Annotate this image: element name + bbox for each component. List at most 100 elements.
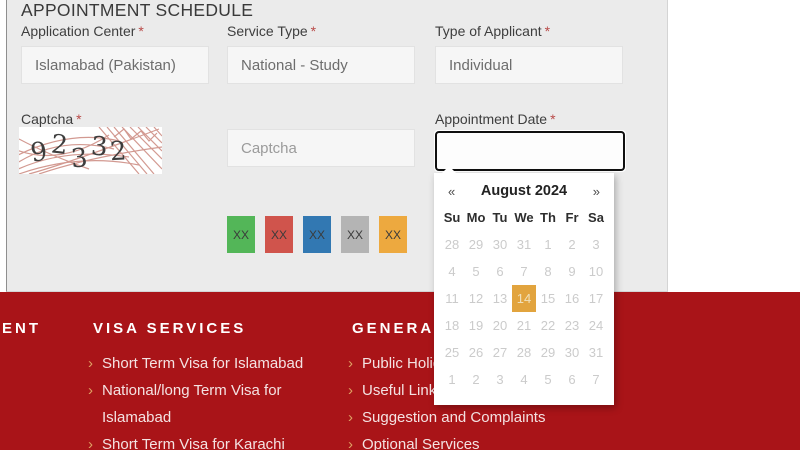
type-of-applicant-label: Type of Applicant *: [435, 23, 551, 39]
calendar-day[interactable]: 8: [544, 264, 552, 279]
prev-month-button[interactable]: «: [448, 183, 456, 199]
calendar-day[interactable]: 1: [544, 237, 552, 252]
calendar-day[interactable]: 6: [568, 372, 576, 387]
required-asterisk: *: [544, 23, 551, 39]
chevron-right-icon: ›: [348, 409, 353, 426]
page-title: APPOINTMENT SCHEDULE: [21, 0, 254, 20]
calendar-day[interactable]: 13: [492, 291, 508, 306]
calendar-week: 4 5 6 7 8 9 10: [440, 258, 608, 285]
footer-link-optional-services[interactable]: › Optional Services: [348, 431, 628, 450]
calendar-day[interactable]: 11: [445, 291, 459, 306]
calendar-day[interactable]: 31: [588, 345, 604, 360]
datepicker-header: « August 2024 »: [440, 179, 608, 201]
calendar-day[interactable]: 5: [472, 264, 480, 279]
day-name: Th: [540, 210, 556, 225]
footer-general-links: › Public Holidays › Useful Links › Sugge…: [348, 350, 628, 450]
footer-visa-services-links: › Short Term Visa for Islamabad › Nation…: [88, 350, 313, 450]
footer-link-national-long-term-visa-islamabad[interactable]: › National/long Term Visa for Islamabad: [88, 377, 313, 431]
availability-legend: XX XX XX XX XX: [227, 216, 407, 253]
day-name: Sa: [588, 210, 604, 225]
captcha-digit: 2: [50, 129, 70, 161]
calendar-day[interactable]: 2: [568, 237, 576, 252]
appointment-date-input[interactable]: [434, 130, 626, 172]
chevron-right-icon: ›: [88, 436, 93, 450]
chevron-right-icon: ›: [88, 355, 93, 372]
site-footer: ENT VISA SERVICES › Short Term Visa for …: [0, 292, 800, 450]
required-asterisk: *: [76, 111, 82, 127]
application-center-value: Islamabad (Pakistan): [35, 56, 176, 74]
calendar-day[interactable]: 16: [564, 291, 580, 306]
type-of-applicant-select[interactable]: Individual: [435, 46, 623, 84]
legend-box-green: XX: [227, 216, 255, 253]
legend-box-red: XX: [265, 216, 293, 253]
calendar-day[interactable]: 29: [540, 345, 556, 360]
captcha-label: Captcha *: [21, 111, 82, 127]
calendar-day[interactable]: 7: [592, 372, 600, 387]
calendar-day[interactable]: 27: [492, 345, 508, 360]
application-center-select[interactable]: Islamabad (Pakistan): [21, 46, 209, 84]
calendar-day[interactable]: 7: [520, 264, 528, 279]
day-name: Tu: [492, 210, 508, 225]
calendar-day[interactable]: 30: [564, 345, 580, 360]
type-of-applicant-value: Individual: [449, 56, 513, 74]
service-type-select[interactable]: National - Study: [227, 46, 415, 84]
calendar-day[interactable]: 22: [540, 318, 556, 333]
calendar-week: 11 12 13 14 15 16 17: [440, 285, 608, 312]
calendar-day[interactable]: 2: [472, 372, 480, 387]
calendar-day[interactable]: 29: [468, 237, 484, 252]
calendar-day[interactable]: 23: [564, 318, 580, 333]
calendar-day[interactable]: 3: [592, 237, 600, 252]
service-type-value: National - Study: [241, 56, 348, 74]
calendar-day[interactable]: 26: [468, 345, 484, 360]
calendar-day[interactable]: 17: [588, 291, 604, 306]
chevron-right-icon: ›: [348, 382, 353, 399]
footer-link-short-term-visa-karachi[interactable]: › Short Term Visa for Karachi: [88, 431, 313, 450]
calendar-day[interactable]: 9: [568, 264, 576, 279]
calendar-day[interactable]: 20: [492, 318, 508, 333]
calendar-day[interactable]: 3: [496, 372, 504, 387]
captcha-image: 9 2 3 3 2: [19, 127, 162, 174]
calendar-week: 18 19 20 21 22 23 24: [440, 312, 608, 339]
footer-heading-visa-services: VISA SERVICES: [93, 320, 247, 337]
calendar-day[interactable]: 1: [448, 372, 456, 387]
service-type-label: Service Type *: [227, 23, 317, 39]
calendar-day[interactable]: 4: [448, 264, 456, 279]
next-month-button[interactable]: »: [592, 183, 600, 199]
captcha-input[interactable]: [227, 129, 415, 167]
calendar-day[interactable]: 19: [468, 318, 484, 333]
calendar-day[interactable]: 6: [496, 264, 504, 279]
datepicker-grid: 28 29 30 31 1 2 3 4 5 6 7 8 9 10 11 12 1…: [440, 231, 608, 393]
calendar-day[interactable]: 12: [468, 291, 484, 306]
footer-link-short-term-visa-islamabad[interactable]: › Short Term Visa for Islamabad: [88, 350, 313, 377]
required-asterisk: *: [138, 23, 144, 39]
calendar-day[interactable]: 10: [588, 264, 604, 279]
captcha-digit: 3: [90, 132, 109, 163]
day-name: Mo: [466, 210, 486, 225]
calendar-day[interactable]: 31: [516, 237, 532, 252]
datepicker-day-names: Su Mo Tu We Th Fr Sa: [440, 210, 608, 225]
captcha-digit: 3: [70, 143, 89, 174]
required-asterisk: *: [550, 111, 556, 127]
calendar-day[interactable]: 5: [544, 372, 552, 387]
calendar-day[interactable]: 28: [444, 237, 460, 252]
calendar-day[interactable]: 21: [516, 318, 532, 333]
chevron-right-icon: ›: [88, 382, 93, 399]
day-name: We: [514, 210, 534, 225]
day-name: Su: [443, 210, 461, 225]
calendar-day[interactable]: 30: [492, 237, 508, 252]
calendar-day[interactable]: 18: [444, 318, 460, 333]
calendar-day[interactable]: 24: [588, 318, 604, 333]
calendar-day[interactable]: 15: [540, 291, 556, 306]
required-asterisk: *: [310, 23, 317, 39]
captcha-digit: 9: [29, 137, 50, 169]
footer-link-useful-links[interactable]: › Useful Links: [348, 377, 628, 404]
calendar-day[interactable]: 28: [516, 345, 532, 360]
calendar-week: 1 2 3 4 5 6 7: [440, 366, 608, 393]
calendar-week: 28 29 30 31 1 2 3: [440, 231, 608, 258]
calendar-day[interactable]: 25: [444, 345, 460, 360]
chevron-right-icon: ›: [348, 436, 353, 450]
legend-box-orange: XX: [379, 216, 407, 253]
calendar-day[interactable]: 4: [520, 372, 528, 387]
calendar-day-selected[interactable]: 14: [512, 285, 536, 312]
footer-link-suggestion-and-complaints[interactable]: › Suggestion and Complaints: [348, 404, 628, 431]
